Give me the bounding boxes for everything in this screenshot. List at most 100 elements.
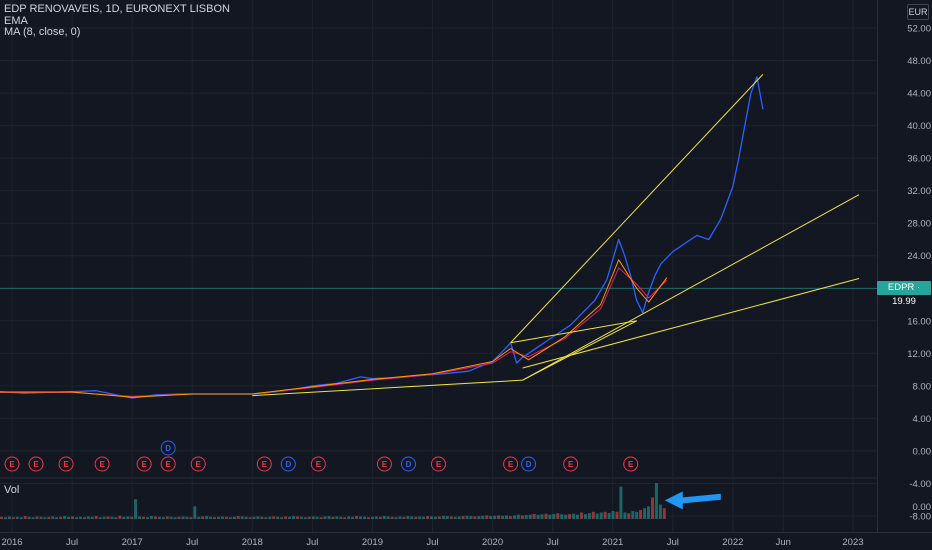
volume-bar — [662, 508, 666, 519]
price-axis[interactable]: 52.00 48.00 44.00 40.00 36.00 32.00 28.00 24.00… — [907, 24, 931, 523]
volume-bar — [157, 516, 161, 519]
volume-bar — [27, 516, 31, 519]
volume-bar — [390, 516, 394, 519]
volume-bar — [540, 514, 544, 519]
blue-arrow-annotation — [664, 491, 721, 510]
time-tick-label: 2017 — [122, 537, 143, 548]
volume-bar — [276, 516, 280, 519]
volume-bar — [437, 516, 441, 519]
volume-bar — [114, 517, 118, 519]
volume-bar — [335, 516, 339, 519]
volume-bar — [434, 516, 437, 519]
dividend-marker — [400, 456, 416, 472]
time-tick-label: Jul — [667, 537, 679, 548]
time-tick-label: 2018 — [242, 537, 263, 548]
volume-bar — [23, 516, 27, 519]
volume-bar — [647, 506, 650, 519]
volume-bar — [351, 516, 355, 519]
volume-bar — [311, 516, 315, 519]
ema-indicator-label[interactable]: EMA — [4, 14, 28, 27]
volume-bar — [3, 517, 7, 519]
volume-bar — [505, 515, 508, 519]
price-series-line — [0, 76, 764, 399]
volume-bar — [106, 516, 110, 519]
time-tick-label: 2019 — [362, 537, 383, 548]
earnings-marker — [190, 456, 206, 472]
volume-bar — [90, 516, 94, 519]
event-letter: E — [436, 460, 442, 469]
time-axis[interactable]: 2016 Jul 2017 Jul 2018 Jul 2019 Jul 2020 Jul 2021 J… — [1, 537, 863, 548]
price-tick-label: 24.00 — [907, 251, 931, 262]
volume-bar — [71, 516, 74, 519]
symbol-title[interactable]: EDP RENOVAVEIS, 1D, EURONEXT LISBON — [4, 3, 230, 15]
volume-bar — [134, 499, 138, 519]
earnings-marker — [563, 456, 579, 472]
volume-bar — [165, 516, 169, 519]
dividend-marker — [160, 440, 176, 456]
event-letter: E — [316, 460, 322, 469]
event-letter: E — [141, 460, 147, 469]
volume-bar — [303, 517, 307, 519]
volume-bar — [146, 517, 149, 519]
volume-bar — [130, 516, 134, 519]
volume-bar — [193, 506, 197, 519]
volume-bar — [7, 516, 11, 519]
volume-bar — [418, 516, 422, 519]
volume-bar — [595, 513, 599, 519]
volume-bar — [556, 513, 560, 519]
volume-bar — [654, 483, 658, 519]
volume-bar — [599, 512, 603, 519]
volume-label[interactable]: Vol — [4, 484, 20, 496]
volume-bar — [528, 514, 532, 519]
volume-bar — [185, 516, 189, 519]
price-tick-label: 4.00 — [913, 414, 932, 425]
volume-bar — [244, 516, 248, 519]
event-letter: D — [165, 444, 171, 453]
volume-bar — [532, 514, 536, 519]
volume-tick-label: 0.00 — [913, 502, 932, 513]
volume-bar — [189, 517, 193, 519]
volume-bar — [47, 516, 51, 519]
price-tick-label: -8.00 — [909, 512, 931, 523]
annotation-arrow[interactable] — [664, 491, 721, 510]
volume-bar — [39, 516, 43, 519]
volume-bar — [469, 516, 473, 519]
volume-bar — [272, 516, 276, 519]
currency-button[interactable]: EUR — [907, 4, 929, 20]
trendlines[interactable] — [252, 74, 860, 397]
volume-bar — [63, 516, 67, 519]
volume-bar — [445, 516, 449, 519]
volume-bar — [516, 514, 520, 519]
volume-bar — [378, 516, 382, 519]
volume-bar — [319, 517, 323, 519]
event-markers[interactable]: E E E E E EDE E D E E D E E D E E — [4, 440, 639, 472]
volume-bar — [201, 516, 205, 519]
volume-bar — [213, 517, 216, 519]
volume-bar — [149, 516, 153, 519]
volume-bar — [370, 516, 374, 519]
volume-bar — [611, 511, 615, 519]
time-tick-label: 2023 — [842, 537, 863, 548]
volume-bar — [173, 517, 177, 519]
earnings-marker — [136, 456, 152, 472]
event-letter: E — [382, 460, 388, 469]
price-tick-label: 28.00 — [907, 219, 931, 230]
price-tick-label: 36.00 — [907, 154, 931, 165]
volume-bar — [402, 516, 406, 519]
volume-bar — [363, 516, 366, 519]
earnings-marker — [310, 456, 326, 472]
volume-bar — [82, 517, 86, 519]
volume-bar — [331, 516, 335, 519]
volume-bar — [252, 516, 256, 519]
chart-legend: EDP RENOVAVEIS, 1D, EURONEXT LISBON EMA … — [4, 3, 230, 39]
volume-bar — [0, 516, 3, 519]
volume-bar — [51, 516, 55, 519]
volume-bar — [15, 516, 19, 519]
ma-indicator-label[interactable]: MA (8, close, 0) — [4, 26, 81, 38]
volume-bar — [292, 516, 295, 519]
event-letter: E — [33, 460, 39, 469]
volume-bar — [288, 516, 291, 519]
volume-bar — [355, 516, 359, 519]
price-tick-label: 8.00 — [913, 381, 932, 392]
